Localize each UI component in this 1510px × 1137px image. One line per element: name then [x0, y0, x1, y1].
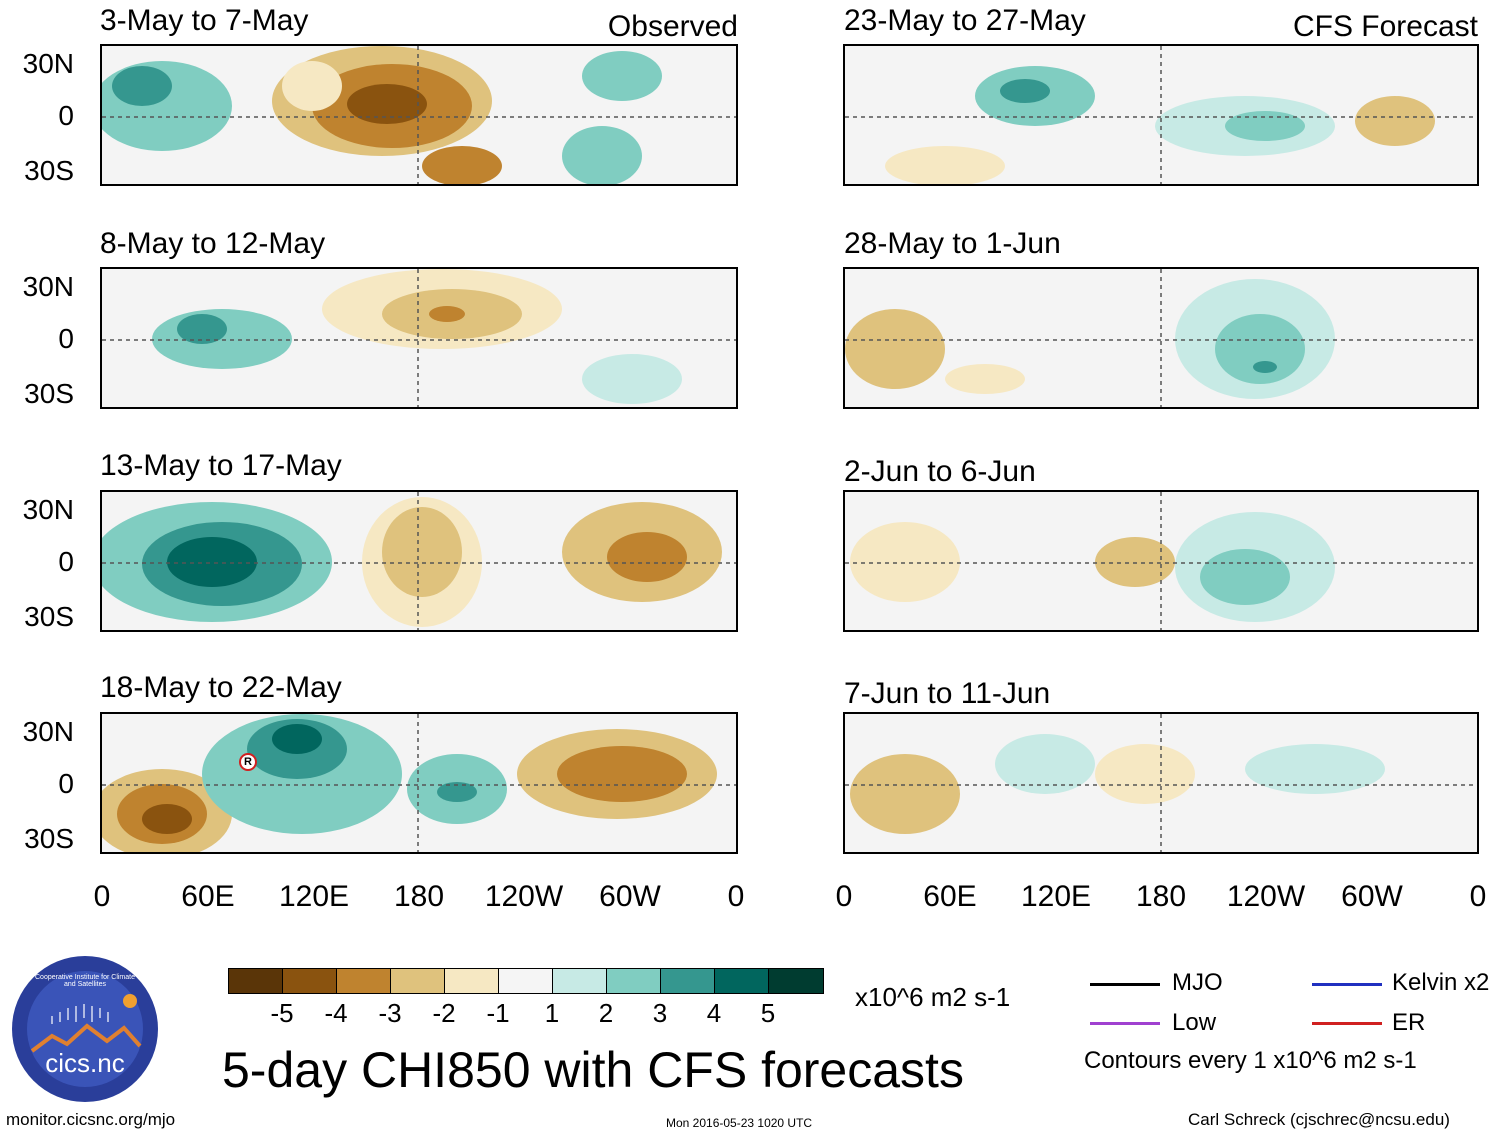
footer-url[interactable]: monitor.cicsnc.org/mjo [6, 1110, 176, 1129]
colorbar-swatch [715, 969, 769, 993]
map-left-3 [100, 490, 738, 632]
lat-label: 0 [58, 100, 74, 131]
lon-label: 120W [484, 880, 564, 913]
colorbar-swatch [607, 969, 661, 993]
map-right-4 [843, 712, 1479, 854]
colorbar-swatch [229, 969, 283, 993]
colorbar-swatch [769, 969, 823, 993]
lon-label: 0 [93, 880, 111, 913]
colorbar-swatch [337, 969, 391, 993]
colorbar-swatch [499, 969, 553, 993]
lat-label: 0 [58, 546, 74, 577]
lat-label: 30N [22, 271, 74, 302]
panel-title-left-2: 8-May to 12-May [100, 227, 326, 260]
storm-marker-icon: R [239, 753, 257, 771]
legend-low-label: Low [1172, 1009, 1217, 1036]
colorbar-swatch [445, 969, 499, 993]
footer-timestamp: Mon 2016-05-23 1020 UTC [666, 1116, 813, 1130]
footer-author: Carl Schreck (cjschrec@ncsu.edu) [1188, 1110, 1450, 1129]
lon-label: 0 [835, 880, 853, 913]
colorbar-swatch [391, 969, 445, 993]
map-right-1 [843, 44, 1479, 186]
cfs-forecast-label: CFS Forecast [1292, 10, 1478, 43]
map-right-3 [843, 490, 1479, 632]
lon-label: 0 [727, 880, 745, 913]
legend-kelvin-label: Kelvin x2 [1392, 969, 1490, 996]
lon-label: 60W [1341, 880, 1403, 913]
colorbar-label: 5 [760, 998, 776, 1028]
legend-low-line [1090, 1022, 1160, 1025]
map-left-1 [100, 44, 738, 186]
logo-ring-text: Cooperative Institute for Climate and Sa… [35, 974, 135, 988]
colorbar-label: -4 [324, 998, 348, 1028]
map-left-2 [100, 267, 738, 409]
colorbar-label: 4 [706, 998, 722, 1028]
lat-label: 30N [22, 494, 74, 525]
lon-label: 60E [923, 880, 977, 913]
legend-mjo-label: MJO [1172, 969, 1223, 996]
panel-title-right-3: 2-Jun to 6-Jun [844, 455, 1036, 488]
lat-label: 30S [24, 601, 74, 632]
lat-label: 30S [24, 155, 74, 186]
panel-title-left-4: 18-May to 22-May [100, 671, 342, 704]
lat-label: 0 [58, 768, 74, 799]
cics-logo: cics.nc Cooperative Institute for Climat… [12, 956, 158, 1102]
colorbar-label: -1 [486, 998, 510, 1028]
colorbar-swatch [553, 969, 607, 993]
legend-er-line [1312, 1022, 1382, 1025]
lat-label: 30S [24, 378, 74, 409]
colorbar-label: -2 [432, 998, 456, 1028]
colorbar-swatch [283, 969, 337, 993]
lon-label: 180 [393, 880, 445, 913]
lat-label: 30S [24, 823, 74, 854]
main-title: 5-day CHI850 with CFS forecasts [222, 1042, 964, 1098]
panel-title-right-2: 28-May to 1-Jun [844, 227, 1061, 260]
lon-label: 120E [1020, 880, 1092, 913]
colorbar-label: -5 [270, 998, 294, 1028]
colorbar-swatch [661, 969, 715, 993]
lon-label: 120E [278, 880, 350, 913]
lon-label: 60W [599, 880, 661, 913]
panel-title-left-3: 13-May to 17-May [100, 449, 342, 482]
lon-label: 120W [1226, 880, 1306, 913]
lat-label: 0 [58, 323, 74, 354]
legend-contours: Contours every 1 x10^6 m2 s-1 [1084, 1047, 1417, 1074]
colorbar-label: -3 [378, 998, 402, 1028]
colorbar [228, 968, 824, 994]
colorbar-label: 2 [598, 998, 614, 1028]
observed-label: Observed [607, 10, 738, 43]
colorbar-label: 3 [652, 998, 668, 1028]
colorbar-units: x10^6 m2 s-1 [855, 982, 1011, 1012]
logo-text: cics.nc [45, 1048, 125, 1078]
lat-label: 30N [22, 48, 74, 79]
legend-mjo-line [1090, 983, 1160, 986]
map-left-4: R [100, 712, 738, 854]
legend-er-label: ER [1392, 1009, 1426, 1036]
legend-kelvin-line [1312, 983, 1382, 986]
map-right-2 [843, 267, 1479, 409]
lon-label: 0 [1469, 880, 1487, 913]
colorbar-label: 1 [544, 998, 560, 1028]
logo-graphic [27, 971, 143, 1087]
lon-label: 180 [1135, 880, 1187, 913]
lon-label: 60E [181, 880, 235, 913]
panel-title-right-4: 7-Jun to 11-Jun [844, 677, 1051, 710]
panel-title-right-1: 23-May to 27-May [844, 4, 1086, 37]
lat-label: 30N [22, 716, 74, 747]
panel-title-left-1: 3-May to 7-May [100, 4, 309, 37]
